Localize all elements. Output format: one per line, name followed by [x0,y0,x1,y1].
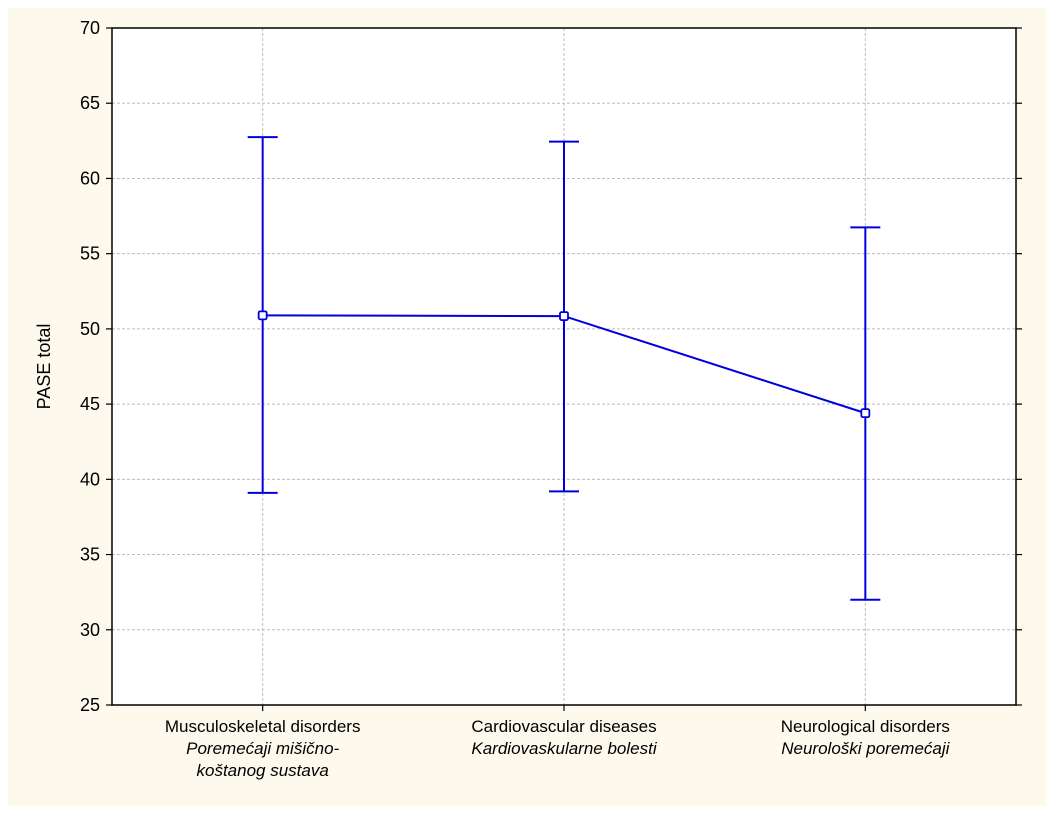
y-tick-label: 70 [80,18,100,38]
data-point [257,310,268,321]
y-tick-label: 30 [80,620,100,640]
x-category-label-translation: Kardiovaskularne bolesti [471,739,657,758]
y-tick-label: 50 [80,319,100,339]
data-point [860,408,871,419]
x-category-label-translation: Neurološki poremećaji [781,739,950,758]
y-tick-label: 40 [80,469,100,489]
data-point [559,311,569,322]
y-tick-label: 35 [80,545,100,565]
x-category-label-translation: Poremećaji mišično- [186,739,339,758]
x-category-label: Neurological disorders [781,717,950,736]
y-tick-label: 45 [80,394,100,414]
y-tick-label: 60 [80,168,100,188]
x-category-label: Cardiovascular diseases [471,717,656,736]
y-tick-label: 65 [80,93,100,113]
y-tick-label: 25 [80,695,100,715]
x-category-label-translation: koštanog sustava [197,761,329,780]
y-axis-title: PASE total [34,324,54,410]
x-category-label: Musculoskeletal disorders [165,717,361,736]
y-tick-label: 55 [80,244,100,264]
